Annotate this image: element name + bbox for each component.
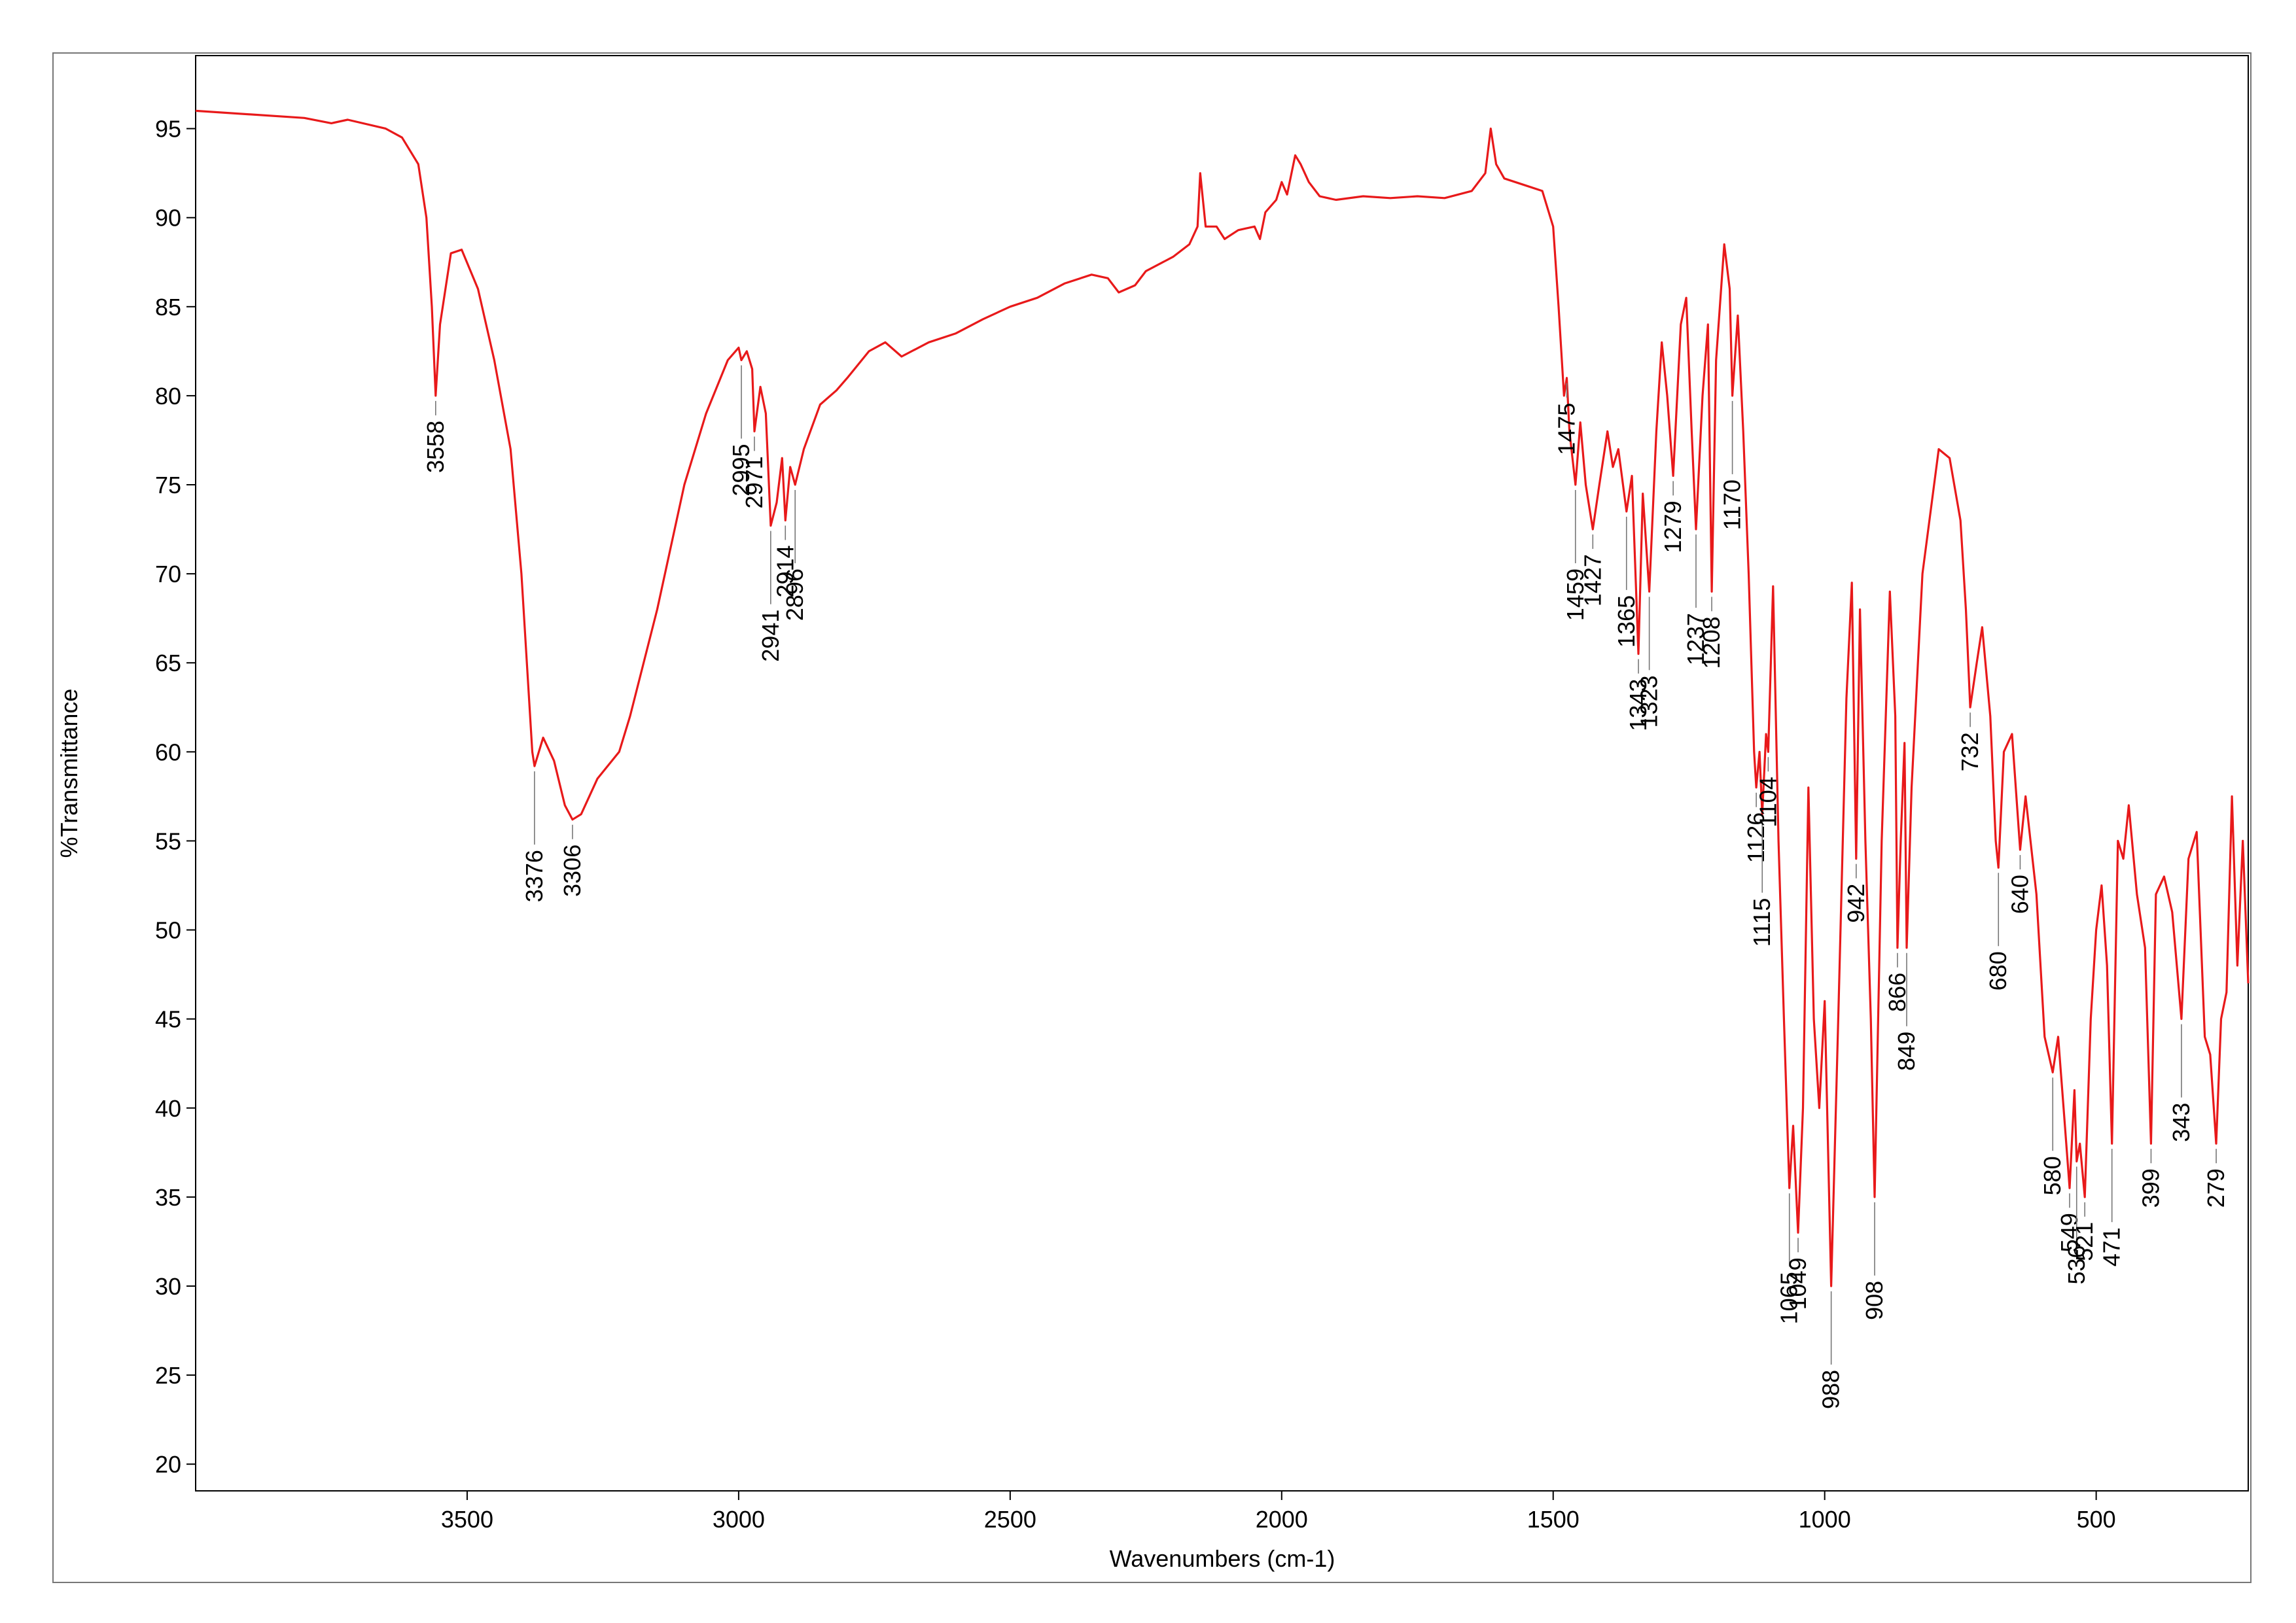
y-axis-label: %Transmittance — [56, 689, 82, 858]
y-tick-label: 80 — [155, 383, 181, 410]
peak-label: 1049 — [1784, 1257, 1811, 1310]
peak-label: 3376 — [521, 850, 548, 902]
peak-label: 471 — [2098, 1227, 2125, 1266]
x-axis-label: Wavenumbers (cm-1) — [1110, 1545, 1335, 1572]
peak-label: 680 — [1985, 951, 2011, 990]
outer-frame — [52, 52, 2252, 1583]
peak-label: 1343 — [1625, 679, 1651, 731]
peak-label: 3558 — [422, 421, 449, 473]
peak-label: 2941 — [757, 610, 784, 662]
peak-label: 549 — [2056, 1213, 2083, 1252]
peak-label: 1065 — [1776, 1272, 1803, 1324]
x-tick-label: 500 — [2077, 1506, 2116, 1533]
y-tick-label: 70 — [155, 561, 181, 587]
peak-label: 1126 — [1742, 812, 1769, 863]
y-tick-label: 45 — [155, 1006, 181, 1033]
peak-label: 640 — [2006, 875, 2033, 914]
peak-label: 942 — [1843, 884, 1869, 923]
peak-label: 1237 — [1682, 613, 1709, 665]
peak-label: 580 — [2039, 1156, 2066, 1195]
x-tick-label: 2000 — [1256, 1506, 1308, 1533]
peak-label: 1475 — [1553, 403, 1580, 455]
peak-label: 1427 — [1579, 554, 1606, 606]
y-tick-label: 50 — [155, 917, 181, 944]
peak-label: 849 — [1893, 1032, 1920, 1071]
peak-label: 1365 — [1613, 595, 1640, 648]
y-tick-label: 90 — [155, 205, 181, 232]
peak-label: 1115 — [1748, 898, 1775, 947]
peak-label: 988 — [1818, 1370, 1845, 1409]
peak-label: 343 — [2168, 1103, 2195, 1142]
x-tick-label: 2500 — [984, 1506, 1036, 1533]
peak-label: 399 — [2137, 1168, 2164, 1208]
y-tick-label: 25 — [155, 1362, 181, 1389]
y-tick-label: 65 — [155, 650, 181, 676]
y-tick-label: 60 — [155, 739, 181, 765]
x-tick-label: 1000 — [1799, 1506, 1851, 1533]
peak-label: 2971 — [741, 456, 768, 508]
y-tick-label: 55 — [155, 828, 181, 854]
y-tick-label: 75 — [155, 472, 181, 498]
peak-label: 279 — [2202, 1168, 2229, 1208]
y-tick-label: 30 — [155, 1273, 181, 1300]
x-tick-label: 1500 — [1527, 1506, 1580, 1533]
peak-label: 2995 — [728, 444, 754, 496]
peak-label: 1279 — [1659, 500, 1686, 553]
peak-label: 1208 — [1698, 616, 1725, 669]
peak-label: 2896 — [781, 568, 808, 621]
spectrum-line — [195, 109, 2250, 1287]
peak-label: 908 — [1861, 1281, 1888, 1320]
x-tick-label: 3500 — [441, 1506, 493, 1533]
plot-frame — [195, 55, 2249, 1492]
peak-label: 1170 — [1719, 480, 1746, 530]
peak-label: 866 — [1884, 973, 1911, 1012]
peak-label: 1323 — [1636, 675, 1663, 727]
peak-label: 2914 — [771, 545, 798, 597]
y-tick-label: 95 — [155, 116, 181, 143]
y-tick-label: 40 — [155, 1095, 181, 1122]
peak-label: 1459 — [1562, 568, 1589, 621]
y-tick-label: 20 — [155, 1451, 181, 1478]
peak-label: 1104 — [1754, 777, 1781, 827]
y-tick-label: 35 — [155, 1184, 181, 1211]
y-tick-label: 85 — [155, 294, 181, 321]
peak-label: 3306 — [559, 845, 586, 897]
peak-label: 732 — [1956, 732, 1983, 771]
peak-label: 521 — [2071, 1222, 2098, 1261]
x-tick-label: 3000 — [713, 1506, 765, 1533]
peak-label: 536 — [2063, 1245, 2090, 1284]
